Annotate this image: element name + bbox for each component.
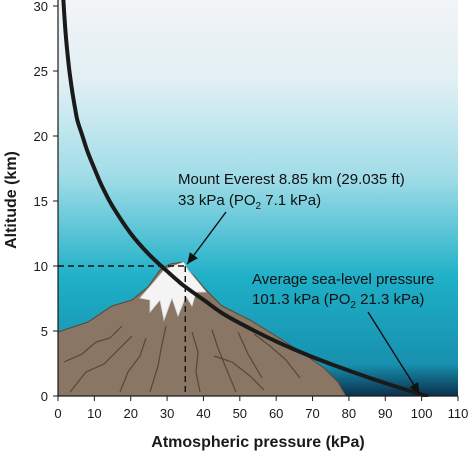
x-axis-label: Atmospheric pressure (kPa) <box>151 434 364 451</box>
y-tick-label: 5 <box>41 324 48 339</box>
series-line-pressure-altitude <box>61 0 429 397</box>
y-tick-label: 15 <box>34 194 48 209</box>
mountain-crack <box>63 325 123 363</box>
annotation-sea-level: Average sea-level pressure 101.3 kPa (PO… <box>252 271 434 395</box>
mountain-crack <box>69 335 133 393</box>
y-tick-label: 30 <box>34 0 48 14</box>
annotation-sea-level-arrowhead <box>409 382 420 394</box>
y-tick-label: 10 <box>34 259 48 274</box>
y-axis-ticks: 0 5 10 15 20 25 30 <box>34 0 58 404</box>
x-tick-label: 110 <box>448 406 469 421</box>
x-tick-label: 20 <box>123 406 137 421</box>
mountain-crack <box>237 331 263 379</box>
annotation-everest: Mount Everest 8.85 km (29.035 ft) 33 kPa… <box>178 171 405 265</box>
annotation-sea-level-line2: 101.3 kPa (PO2 21.3 kPa) <box>252 291 424 311</box>
x-tick-label: 50 <box>233 406 247 421</box>
mountain-crack <box>119 337 147 393</box>
mountain-cracks <box>63 325 301 393</box>
mountain-snow <box>139 261 207 322</box>
mountain-crack <box>253 333 301 379</box>
y-tick-label: 25 <box>34 64 48 79</box>
y-axis-label: Altitude (km) <box>3 151 20 249</box>
mountain-crack <box>213 355 265 391</box>
y-tick-label: 0 <box>41 389 48 404</box>
mountain-crack <box>211 329 237 393</box>
x-tick-label: 80 <box>342 406 356 421</box>
mountain-crack <box>191 331 201 393</box>
x-tick-label: 30 <box>160 406 174 421</box>
annotation-everest-line2: 33 kPa (PO2 7.1 kPa) <box>178 192 321 212</box>
x-tick-label: 100 <box>411 406 433 421</box>
annotation-everest-arrowhead <box>187 252 198 264</box>
annotation-sea-level-arrow <box>367 311 421 395</box>
annotation-sea-level-line1: Average sea-level pressure <box>252 271 434 288</box>
annotation-everest-line1: Mount Everest 8.85 km (29.035 ft) <box>178 171 405 188</box>
mountain-illustration <box>57 261 347 397</box>
x-tick-label: 60 <box>269 406 283 421</box>
x-tick-label: 70 <box>305 406 319 421</box>
x-axis-ticks: 0 10 20 30 40 50 60 70 80 90 100 110 <box>54 396 468 421</box>
y-tick-label: 20 <box>34 129 48 144</box>
x-tick-label: 90 <box>378 406 392 421</box>
x-tick-label: 0 <box>54 406 61 421</box>
x-tick-label: 40 <box>196 406 210 421</box>
x-tick-label: 10 <box>87 406 101 421</box>
mountain-crack <box>149 325 167 393</box>
